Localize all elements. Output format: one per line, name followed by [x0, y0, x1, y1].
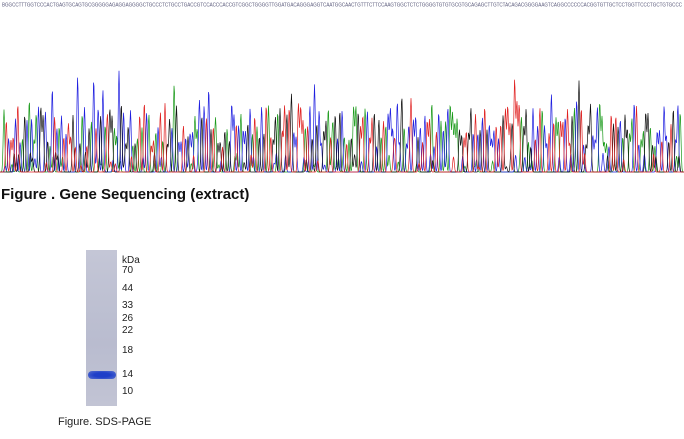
marker-label: 26 — [122, 313, 134, 324]
marker-label: 10 — [122, 386, 134, 397]
sequence-text: BGGCCTTTGGTCCCACTGAGTGCAGTGCGGGGGAGAGGAG… — [2, 2, 682, 8]
trace — [0, 70, 684, 173]
marker-label: 18 — [122, 345, 134, 356]
caption: Figure . Gene Sequencing (extract) — [1, 186, 250, 203]
marker-label: 33 — [122, 300, 134, 311]
unit-label: kDa — [122, 255, 140, 266]
marker-label: 70 — [122, 265, 134, 276]
gel-band — [88, 371, 116, 379]
marker-label: 44 — [122, 283, 134, 294]
trace — [0, 79, 684, 173]
caption: Figure. SDS-PAGE — [58, 416, 152, 428]
chromatogram: BGGCCTTTGGTCCCACTGAGTGCAGTGCGGGGGAGAGGAG… — [0, 2, 684, 173]
marker-label: 22 — [122, 325, 134, 336]
marker-label: 14 — [122, 369, 134, 380]
gel-lane — [86, 250, 117, 406]
